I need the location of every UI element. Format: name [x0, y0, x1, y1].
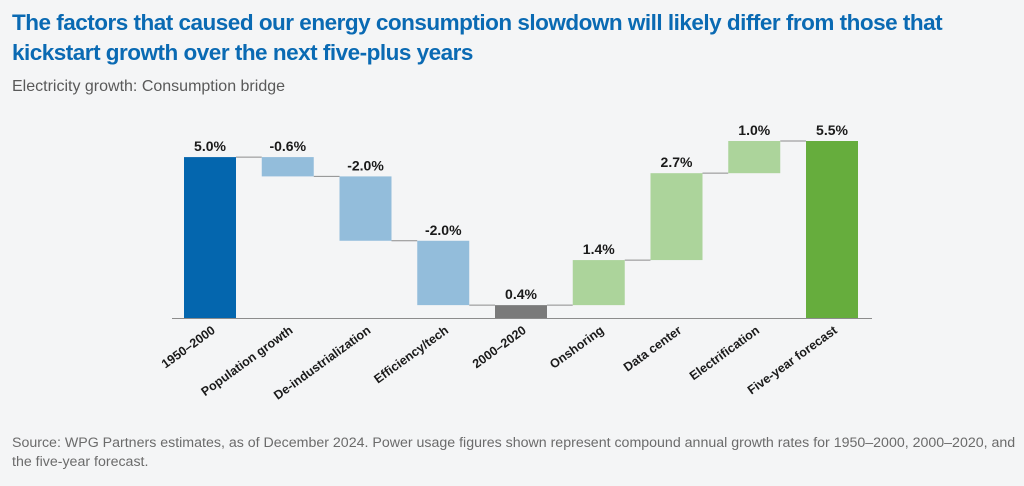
waterfall-chart: 5.0% -0.6%-2.0%-2.0%0.4%1.4%2.7%1.0% 5.5% … — [159, 122, 872, 403]
category-label-0: 1950–2000 — [159, 323, 218, 371]
value-label-8: 5.5% — [816, 122, 848, 138]
bar-7 — [728, 141, 781, 174]
bar-1 — [261, 157, 314, 177]
value-label-1: -0.6% — [269, 138, 306, 154]
bar-8 — [806, 141, 858, 318]
bar-6 — [650, 173, 703, 261]
bars — [184, 141, 858, 318]
value-label-0: 5.0% — [194, 138, 226, 154]
value-label-2: -2.0% — [347, 157, 384, 173]
value-label-5: 1.4% — [583, 241, 615, 257]
bar-3 — [417, 240, 470, 306]
category-label-3: Efficiency/tech — [371, 323, 451, 386]
bar-2 — [339, 176, 392, 241]
value-label-6: 2.7% — [661, 154, 693, 170]
value-labels: 5.0% -0.6% -2.0% -2.0% 0.4% 1.4% 2.7% 1.0% 5.5% — [194, 122, 848, 302]
category-label-6: Data center — [621, 323, 684, 374]
category-label-4: 2000–2020 — [470, 323, 529, 371]
value-label-7: 1.0% — [738, 122, 770, 138]
bar-5 — [572, 260, 625, 306]
category-label-7: Electrification — [687, 323, 762, 383]
chart-title: The factors that caused our energy consu… — [12, 10, 943, 65]
source-note: Source: WPG Partners estimates, as of De… — [12, 435, 1016, 470]
category-label-5: Onshoring — [547, 323, 606, 371]
bar-0 — [184, 157, 236, 318]
connector-lines — [236, 140, 806, 306]
value-label-4: 0.4% — [505, 286, 537, 302]
chart-subtitle: Electricity growth: Consumption bridge — [12, 78, 286, 95]
bar-4 — [495, 305, 547, 318]
value-label-3: -2.0% — [425, 222, 462, 238]
